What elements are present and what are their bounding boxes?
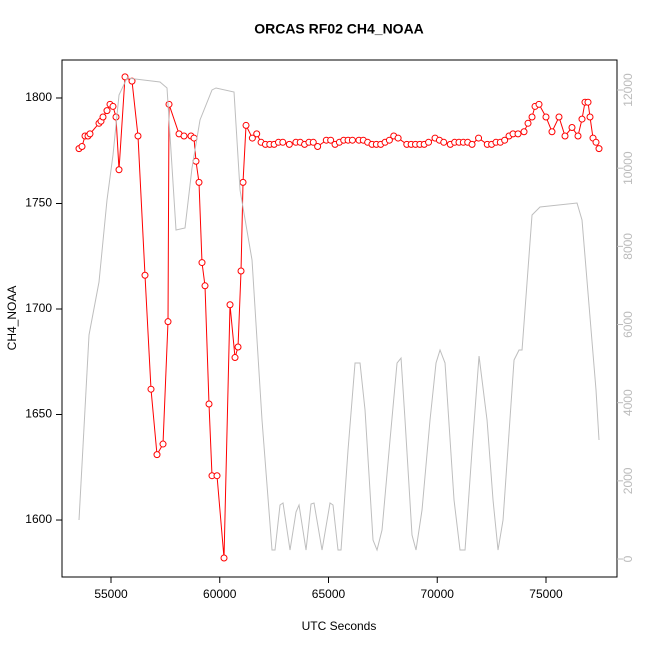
point bbox=[115, 166, 123, 174]
y-tick-label: 1600 bbox=[25, 512, 52, 526]
point bbox=[568, 124, 576, 132]
point bbox=[141, 271, 149, 279]
point bbox=[213, 472, 221, 480]
point bbox=[242, 121, 250, 129]
y2-tick-label: 0 bbox=[621, 555, 635, 562]
x-tick-label: 65000 bbox=[312, 587, 346, 601]
point bbox=[121, 73, 129, 81]
y-tick-label: 1700 bbox=[25, 301, 52, 315]
point bbox=[86, 130, 94, 138]
point bbox=[248, 134, 256, 142]
point bbox=[279, 138, 287, 146]
point bbox=[234, 343, 242, 351]
y2-tick-label: 8000 bbox=[621, 233, 635, 260]
point bbox=[592, 138, 600, 146]
point bbox=[578, 115, 586, 123]
point bbox=[314, 143, 322, 151]
y2-tick-label: 6000 bbox=[621, 311, 635, 338]
point bbox=[159, 440, 167, 448]
point bbox=[164, 318, 172, 326]
y2-tick-label: 2000 bbox=[621, 467, 635, 494]
point bbox=[103, 107, 111, 115]
y-tick-label: 1800 bbox=[25, 90, 52, 104]
point bbox=[348, 136, 356, 144]
point bbox=[586, 113, 594, 121]
point bbox=[180, 132, 188, 140]
point bbox=[514, 130, 522, 138]
y-tick-label: 1650 bbox=[25, 407, 52, 421]
point bbox=[394, 134, 402, 142]
point bbox=[190, 134, 198, 142]
point bbox=[475, 134, 483, 142]
point bbox=[385, 136, 393, 144]
point bbox=[542, 113, 550, 121]
chart-title: ORCAS RF02 CH4_NOAA bbox=[254, 21, 424, 37]
point bbox=[555, 113, 563, 121]
point bbox=[226, 301, 234, 309]
point bbox=[220, 554, 228, 562]
y2-tick-label: 10000 bbox=[621, 151, 635, 185]
point bbox=[205, 400, 213, 408]
point bbox=[253, 130, 261, 138]
point bbox=[285, 140, 293, 148]
x-axis-label: UTC Seconds bbox=[302, 619, 377, 633]
point bbox=[134, 132, 142, 140]
point bbox=[327, 136, 335, 144]
point bbox=[309, 138, 317, 146]
point bbox=[147, 385, 155, 393]
y2-tick-label: 4000 bbox=[621, 389, 635, 416]
point bbox=[548, 128, 556, 136]
y2-tick-label: 12000 bbox=[621, 73, 635, 107]
x-tick-label: 55000 bbox=[94, 587, 128, 601]
y-tick-label: 1750 bbox=[25, 196, 52, 210]
point bbox=[237, 267, 245, 275]
x-tick-label: 75000 bbox=[529, 587, 563, 601]
point bbox=[501, 136, 509, 144]
point bbox=[595, 145, 603, 153]
point bbox=[239, 178, 247, 186]
point bbox=[165, 100, 173, 108]
point bbox=[198, 259, 206, 267]
point bbox=[112, 113, 120, 121]
point bbox=[528, 113, 536, 121]
point bbox=[201, 282, 209, 290]
point bbox=[524, 119, 532, 127]
plot-frame bbox=[61, 59, 618, 578]
point bbox=[468, 140, 476, 148]
point bbox=[535, 100, 543, 108]
point bbox=[574, 132, 582, 140]
x-tick-label: 60000 bbox=[203, 587, 237, 601]
point bbox=[153, 451, 161, 459]
point bbox=[425, 138, 433, 146]
x-tick-label: 70000 bbox=[421, 587, 455, 601]
point bbox=[584, 98, 592, 106]
point bbox=[440, 138, 448, 146]
point bbox=[109, 102, 117, 110]
point bbox=[231, 354, 239, 362]
series-line bbox=[78, 76, 600, 559]
point bbox=[561, 132, 569, 140]
point bbox=[195, 178, 203, 186]
series-line bbox=[78, 77, 600, 552]
y-axis-label: CH4_NOAA bbox=[5, 286, 19, 351]
point bbox=[99, 113, 107, 121]
point bbox=[78, 143, 86, 151]
point bbox=[520, 128, 528, 136]
